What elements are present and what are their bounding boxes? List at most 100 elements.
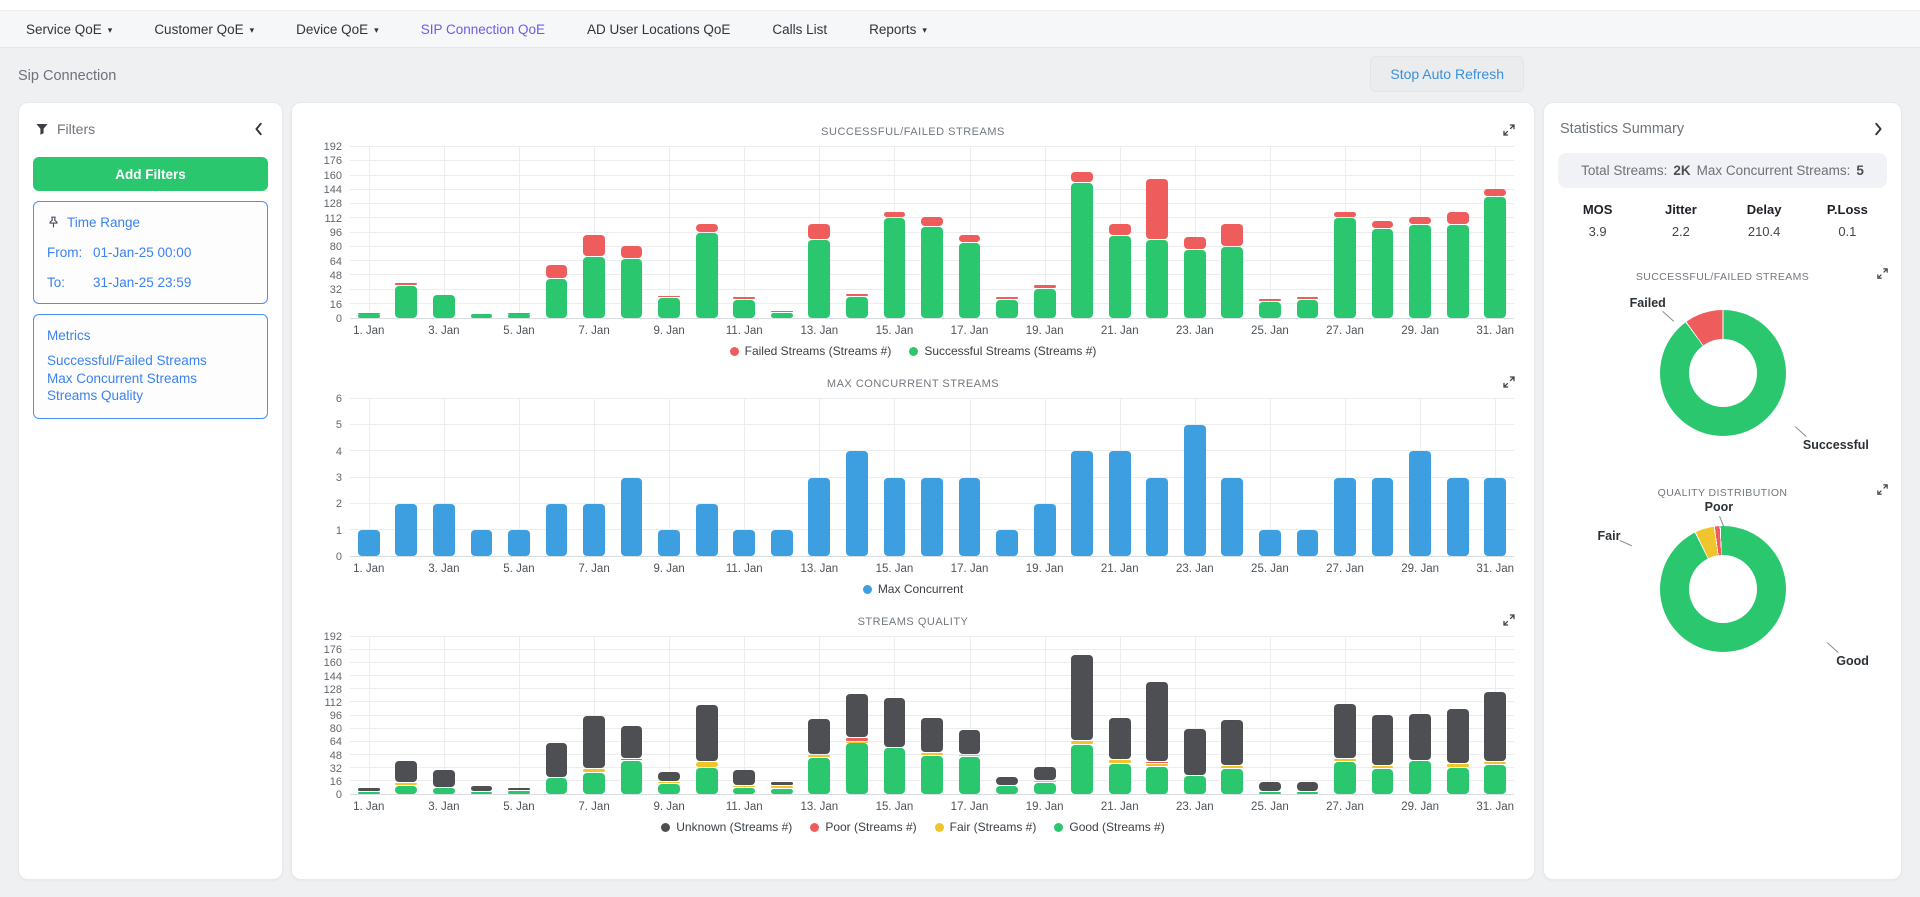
bar-group[interactable] (1176, 399, 1214, 556)
bar-group[interactable] (650, 637, 688, 794)
bar-group[interactable] (388, 637, 426, 794)
bar-group[interactable] (725, 147, 763, 318)
bar-group[interactable] (876, 399, 914, 556)
bar-group[interactable] (1439, 147, 1477, 318)
bar-group[interactable] (1101, 637, 1139, 794)
bar-group[interactable] (463, 637, 501, 794)
bar-group[interactable] (913, 147, 951, 318)
bar-group[interactable] (1364, 147, 1402, 318)
bar-group[interactable] (1138, 147, 1176, 318)
bar-group[interactable] (988, 399, 1026, 556)
bar-group[interactable] (1401, 147, 1439, 318)
bar-group[interactable] (1289, 637, 1327, 794)
bar-group[interactable] (763, 637, 801, 794)
bar-group[interactable] (1214, 147, 1252, 318)
bar-group[interactable] (838, 637, 876, 794)
bar-group[interactable] (538, 147, 576, 318)
bar-group[interactable] (688, 399, 726, 556)
bar-group[interactable] (575, 637, 613, 794)
bar-group[interactable] (876, 637, 914, 794)
bar-group[interactable] (350, 147, 388, 318)
bar-group[interactable] (1214, 637, 1252, 794)
bar-group[interactable] (1364, 637, 1402, 794)
bar-group[interactable] (1176, 147, 1214, 318)
bar-group[interactable] (463, 147, 501, 318)
legend-item[interactable]: Good (Streams #) (1054, 820, 1165, 834)
bar-group[interactable] (838, 147, 876, 318)
bar-group[interactable] (1326, 637, 1364, 794)
add-filters-button[interactable]: Add Filters (33, 157, 268, 191)
nav-item-device-qoe[interactable]: Device QoE ▾ (296, 22, 379, 37)
bar-group[interactable] (1176, 637, 1214, 794)
bar-group[interactable] (801, 147, 839, 318)
bar-group[interactable] (951, 399, 989, 556)
bar-group[interactable] (1026, 399, 1064, 556)
bar-group[interactable] (575, 399, 613, 556)
bar-group[interactable] (951, 637, 989, 794)
bar-group[interactable] (1063, 399, 1101, 556)
time-range-filter[interactable]: Time Range From: 01-Jan-25 00:00 To: 31-… (33, 201, 268, 304)
bar-group[interactable] (1251, 399, 1289, 556)
bar-group[interactable] (838, 399, 876, 556)
bar-group[interactable] (1289, 399, 1327, 556)
bar-group[interactable] (988, 147, 1026, 318)
bar-group[interactable] (1326, 399, 1364, 556)
bar-group[interactable] (763, 399, 801, 556)
nav-item-ad-user-locations-qoe[interactable]: AD User Locations QoE (587, 22, 730, 37)
bar-group[interactable] (613, 147, 651, 318)
bar-group[interactable] (801, 399, 839, 556)
bar-group[interactable] (388, 399, 426, 556)
legend-item[interactable]: Poor (Streams #) (810, 820, 917, 834)
bar-group[interactable] (538, 399, 576, 556)
legend-item[interactable]: Unknown (Streams #) (661, 820, 792, 834)
collapse-filters-chevron-left-icon[interactable] (252, 122, 266, 136)
bar-group[interactable] (913, 637, 951, 794)
legend-item[interactable]: Max Concurrent (862, 582, 963, 596)
stop-auto-refresh-button[interactable]: Stop Auto Refresh (1370, 56, 1524, 92)
bar-group[interactable] (1214, 399, 1252, 556)
bar-group[interactable] (1289, 147, 1327, 318)
bar-group[interactable] (763, 147, 801, 318)
bar-group[interactable] (1439, 637, 1477, 794)
bar-group[interactable] (388, 147, 426, 318)
legend-item[interactable]: Failed Streams (Streams #) (729, 344, 891, 358)
bar-group[interactable] (425, 637, 463, 794)
bar-group[interactable] (650, 399, 688, 556)
bar-group[interactable] (1026, 147, 1064, 318)
nav-item-customer-qoe[interactable]: Customer QoE ▾ (154, 22, 254, 37)
bar-group[interactable] (725, 399, 763, 556)
bar-group[interactable] (1476, 399, 1514, 556)
bar-group[interactable] (951, 147, 989, 318)
bar-group[interactable] (801, 637, 839, 794)
bar-group[interactable] (650, 147, 688, 318)
bar-group[interactable] (425, 399, 463, 556)
bar-group[interactable] (613, 399, 651, 556)
bar-group[interactable] (350, 637, 388, 794)
bar-group[interactable] (1063, 147, 1101, 318)
legend-item[interactable]: Successful Streams (Streams #) (909, 344, 1096, 358)
bar-group[interactable] (1439, 399, 1477, 556)
bar-group[interactable] (1138, 637, 1176, 794)
bar-group[interactable] (463, 399, 501, 556)
nav-item-reports[interactable]: Reports ▾ (869, 22, 927, 37)
bar-group[interactable] (613, 637, 651, 794)
bar-group[interactable] (1326, 147, 1364, 318)
bar-group[interactable] (1251, 147, 1289, 318)
expand-icon[interactable] (1876, 483, 1889, 496)
nav-item-service-qoe[interactable]: Service QoE ▾ (26, 22, 112, 37)
bar-group[interactable] (350, 399, 388, 556)
nav-item-calls-list[interactable]: Calls List (772, 22, 827, 37)
bar-group[interactable] (500, 399, 538, 556)
bar-group[interactable] (1251, 637, 1289, 794)
bar-group[interactable] (1026, 637, 1064, 794)
expand-icon[interactable] (1502, 613, 1516, 627)
bar-group[interactable] (500, 147, 538, 318)
expand-icon[interactable] (1502, 375, 1516, 389)
bar-group[interactable] (1138, 399, 1176, 556)
bar-group[interactable] (725, 637, 763, 794)
bar-group[interactable] (1401, 637, 1439, 794)
expand-icon[interactable] (1502, 123, 1516, 137)
bar-group[interactable] (575, 147, 613, 318)
bar-group[interactable] (1401, 399, 1439, 556)
bar-group[interactable] (500, 637, 538, 794)
